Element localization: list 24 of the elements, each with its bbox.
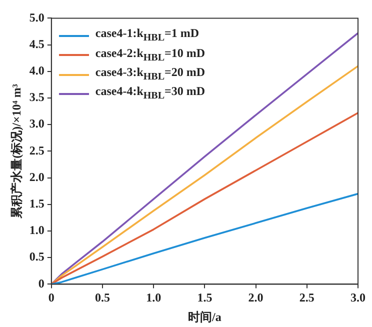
y-tick-label: 0 [38,276,44,290]
y-axis-title: 累积产水量(标况)/×10⁴ m³ [9,84,24,220]
y-tick-label: 5.0 [29,10,44,24]
x-tick-label: 0 [48,290,54,304]
y-tick-label: 4.0 [29,63,44,78]
y-tick-label: 3.0 [29,116,44,131]
x-axis-title: 时间/a [188,310,222,324]
x-tick-label: 2.5 [299,290,314,304]
y-tick-label: 1.5 [29,196,44,210]
legend-label: case4-2:k$_{HBL}$=10 mD [95,46,206,65]
legend-label: case4-1:k$_{HBL}$=1 mD [95,26,200,46]
y-tick-label: 1.0 [29,223,44,238]
x-tick-label: 0.5 [95,290,110,304]
x-tick-label: 3.0 [350,290,366,304]
x-tick-label: 1.5 [197,290,212,304]
legend-label: case4-3:k$_{HBL}$=20 mD [95,64,206,84]
y-tick-label: 3.5 [29,90,44,104]
legend-label: case4-4:k$_{HBL}$=30 mD [95,84,206,104]
y-tick-label: 2.0 [29,170,44,184]
y-tick-label: 4.5 [29,36,44,51]
x-tick-label: 2.0 [248,290,264,304]
x-tick-label: 1.0 [146,290,162,304]
y-tick-label: 0.5 [29,250,44,264]
y-tick-label: 2.5 [29,143,44,158]
